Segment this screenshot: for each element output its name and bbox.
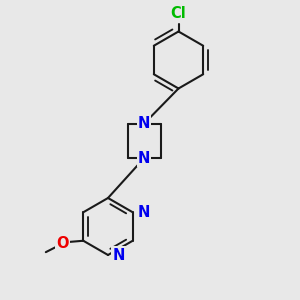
- Text: Cl: Cl: [171, 6, 186, 21]
- Text: N: N: [138, 151, 150, 166]
- Text: N: N: [137, 205, 150, 220]
- Text: N: N: [112, 248, 125, 262]
- Text: N: N: [138, 116, 150, 131]
- Text: O: O: [56, 236, 69, 251]
